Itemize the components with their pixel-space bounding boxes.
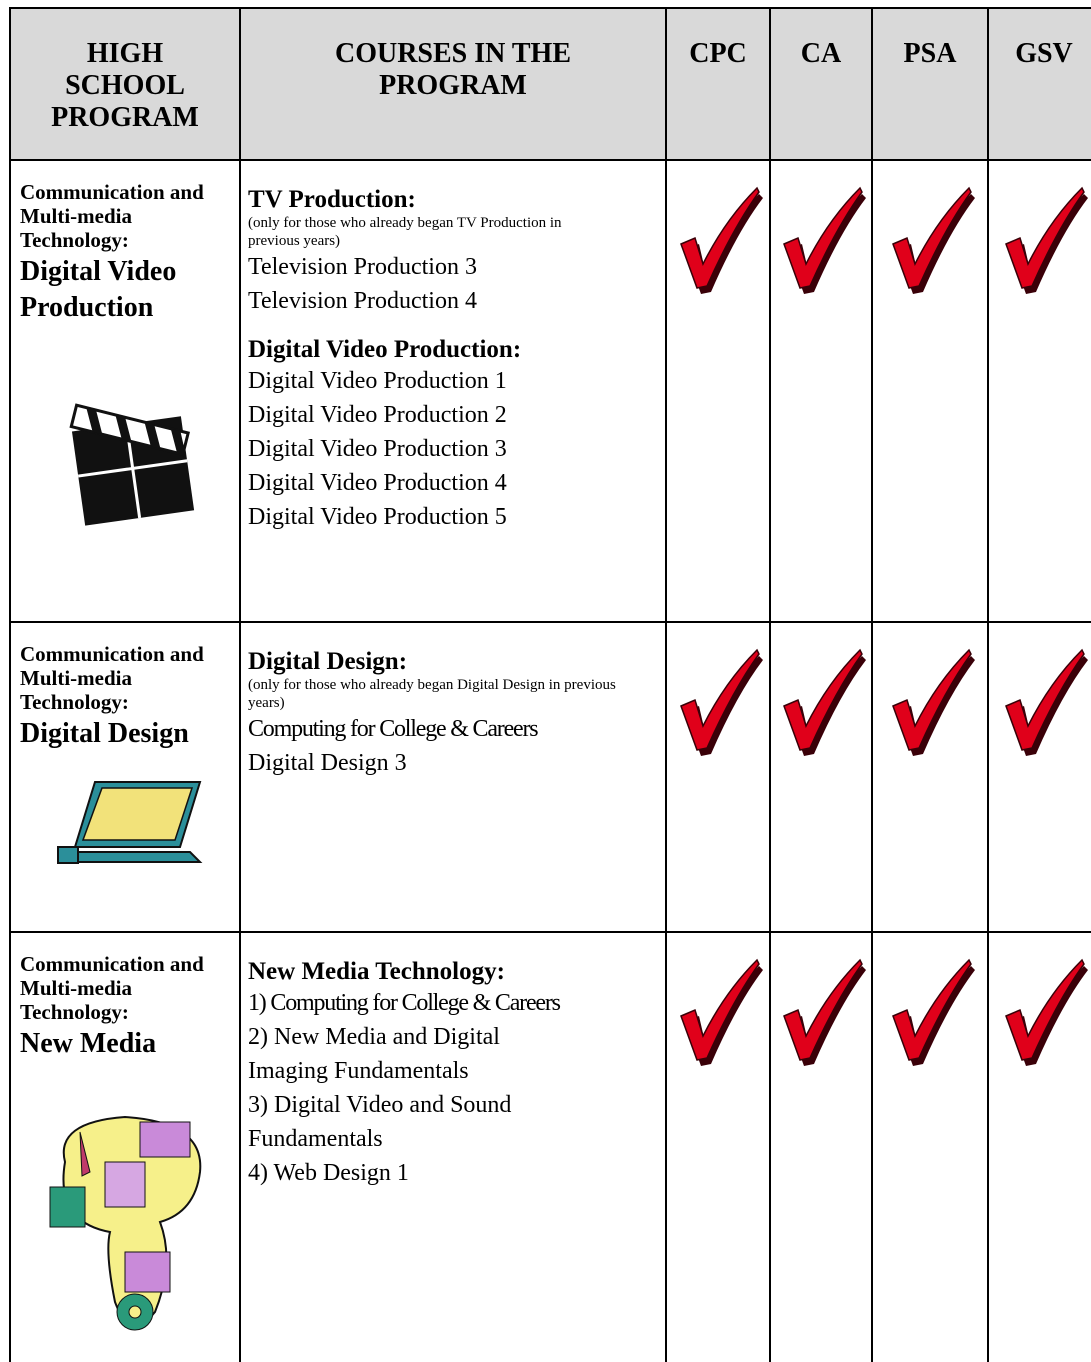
program-category: Communication and Multi-media Technology… (20, 180, 204, 252)
row-border (9, 7, 1091, 9)
column-border (987, 8, 989, 1362)
header-cell: CA (800, 38, 842, 69)
header-cell: CPC (689, 38, 747, 69)
course-item: 1) Computing for College & Careers (248, 990, 561, 1016)
course-item: 3) Digital Video and Sound Fundamentals (248, 1092, 512, 1152)
program-category: Communication and Multi-media Technology… (20, 642, 204, 714)
column-border (871, 8, 873, 1362)
course-item: 2) New Media and Digital Imaging Fundame… (248, 1024, 500, 1084)
header-cell: PSA (903, 38, 957, 69)
header-cell: HIGH SCHOOL PROGRAM (51, 38, 199, 133)
courses-cell: TV Production: (only for those who alread… (248, 186, 654, 534)
course-item: Digital Video Production 4 (248, 470, 507, 496)
row-border (9, 931, 1091, 933)
header-cell: GSV (1015, 38, 1073, 69)
column-border (9, 8, 11, 1362)
column-border (665, 8, 667, 1362)
course-note: (only for those who already began Digita… (248, 677, 616, 711)
program-name: Digital Video Production (20, 256, 177, 323)
courses-cell: New Media Technology: 1) Computing for Co… (248, 958, 654, 1190)
spacer (248, 318, 654, 336)
checkmark (680, 648, 763, 756)
courses-cell: Digital Design: (only for those who alrea… (248, 648, 654, 780)
checkmark (1005, 958, 1088, 1066)
program-name: New Media (20, 1028, 157, 1059)
checkmark (680, 958, 763, 1066)
checkmark (1005, 186, 1088, 294)
course-heading: Digital Design: (248, 648, 408, 675)
checkmark (783, 186, 866, 294)
program-icon (49, 1115, 202, 1331)
row-border (9, 159, 1091, 161)
checkmark (783, 958, 866, 1066)
course-heading: TV Production: (248, 186, 416, 213)
checkmark (783, 648, 866, 756)
column-border (239, 8, 241, 1362)
checkmark (1005, 648, 1088, 756)
program-icon (57, 781, 203, 864)
checkmark (892, 648, 975, 756)
course-item: Digital Video Production 5 (248, 504, 507, 530)
header-background (10, 8, 1091, 160)
program-category: Communication and Multi-media Technology… (20, 952, 204, 1024)
course-heading: Digital Video Production: (248, 336, 522, 363)
course-item: Digital Video Production 2 (248, 402, 507, 428)
checkmark (680, 186, 763, 294)
course-item: Computing for College & Careers (248, 716, 539, 742)
course-note: (only for those who already began TV Pro… (248, 215, 562, 249)
column-border (769, 8, 771, 1362)
course-item: Digital Design 3 (248, 750, 407, 776)
program-cell: Communication and Multi-media Technology… (20, 642, 234, 752)
program-cell: Communication and Multi-media Technology… (20, 952, 234, 1062)
course-heading: New Media Technology: (248, 958, 505, 985)
course-item: Television Production 4 (248, 288, 477, 314)
course-item: Television Production 3 (248, 254, 477, 280)
program-cell: Communication and Multi-media Technology… (20, 180, 234, 326)
program-icon (69, 403, 195, 526)
course-item: Digital Video Production 1 (248, 368, 507, 394)
program-name: Digital Design (20, 718, 189, 749)
checkmark (892, 958, 975, 1066)
checkmark (892, 186, 975, 294)
course-item: 4) Web Design 1 (248, 1160, 409, 1186)
course-item: Digital Video Production 3 (248, 436, 507, 462)
header-cell: COURSES IN THE PROGRAM (334, 38, 571, 101)
row-border (9, 621, 1091, 623)
